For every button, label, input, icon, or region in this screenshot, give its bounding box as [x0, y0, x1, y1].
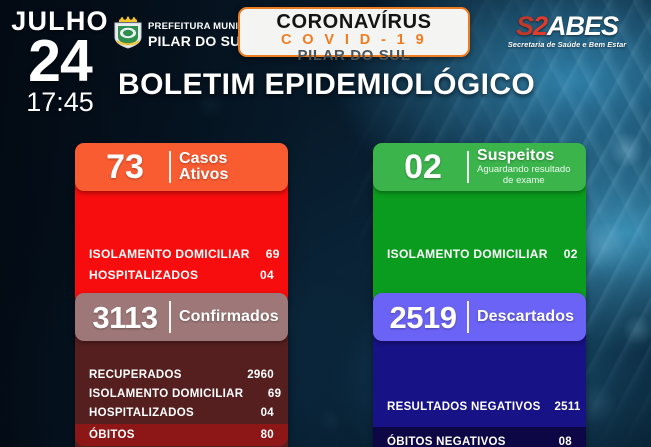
stat-value: 69: [265, 246, 280, 261]
s2abes-letters-abes: ABES: [547, 11, 619, 41]
date-time: 17:45: [26, 87, 94, 117]
s2abes-logo: S2ABES Secretaria de Saúde e Bem Estar: [492, 13, 642, 50]
suspeitos-stats: ISOLAMENTO DOMICILIAR 02: [373, 191, 586, 264]
card-header-confirmados: 3113 Confirmados: [75, 293, 288, 341]
coronavirus-title-plate: CORONAVÍRUS C O V I D - 1 9 PILAR DO SUL: [238, 7, 470, 63]
card-descartados: 2519 Descartados RESULTADOS NEGATIVOS 25…: [373, 293, 586, 447]
covid-19-subheading: C O V I D - 1 9: [280, 32, 428, 48]
descartados-label: Descartados: [477, 307, 575, 325]
card-body-casos-ativos: ISOLAMENTO DOMICILIAR 69 HOSPITALIZADOS …: [75, 182, 288, 305]
date-day: 24: [28, 28, 93, 94]
divider: [467, 151, 469, 183]
card-title-suspeitos: Suspeitos Aguardando resultado de exame: [477, 146, 571, 187]
prefeitura-line-2: PILAR DO SUL: [148, 33, 250, 50]
suspeitos-label: Suspeitos: [477, 146, 555, 164]
confirmados-stats: RECUPERADOS 2960 ISOLAMENTO DOMICILIAR 6…: [75, 341, 288, 446]
casos-ativos-label-line-1: Casos: [179, 149, 228, 167]
stat-value: 04: [260, 406, 274, 419]
stat-name: ISOLAMENTO DOMICILIAR: [387, 246, 548, 261]
card-body-suspeitos: ISOLAMENTO DOMICILIAR 02: [373, 182, 586, 305]
s2abes-digit-2: 2: [532, 11, 548, 41]
divider: [169, 151, 171, 183]
stat-name: ÓBITOS: [89, 429, 135, 441]
card-body-descartados: RESULTADOS NEGATIVOS 2511 ÓBITOS NEGATIV…: [373, 332, 586, 447]
table-row: HOSPITALIZADOS 04: [75, 403, 288, 422]
prefeitura-line-1: PREFEITURA MUNICIPAL: [148, 20, 268, 32]
table-row-obitos: ÓBITOS 80: [75, 424, 288, 446]
divider: [169, 301, 171, 333]
table-row: HOSPITALIZADOS 04: [75, 264, 288, 285]
table-row: RECUPERADOS 2960: [75, 365, 288, 384]
suspeitos-count: 02: [404, 148, 442, 186]
descartados-count: 2519: [389, 299, 457, 335]
s2abes-wordmark: S2ABES: [492, 13, 642, 40]
card-body-confirmados: RECUPERADOS 2960 ISOLAMENTO DOMICILIAR 6…: [75, 332, 288, 447]
coat-of-arms-shield-icon: [113, 16, 143, 49]
card-casos-ativos: 73 Casos Ativos ISOLAMENTO DOMICILIAR 69…: [75, 143, 288, 305]
stat-name: ISOLAMENTO DOMICILIAR: [89, 387, 244, 400]
suspeitos-sublabel: Aguardando resultado de exame: [477, 164, 571, 186]
card-header-suspeitos: 02 Suspeitos Aguardando resultado de exa…: [373, 143, 586, 191]
stat-name: RESULTADOS NEGATIVOS: [387, 401, 541, 413]
divider: [467, 301, 469, 333]
card-title-casos-ativos: Casos Ativos: [179, 149, 229, 184]
suspeitos-sublabel-line-2: de exame: [502, 174, 545, 186]
table-row: ISOLAMENTO DOMICILIAR 69: [75, 243, 288, 264]
date-month: JULHO: [11, 6, 109, 36]
card-title-descartados: Descartados: [477, 307, 575, 325]
stat-value: 04: [260, 267, 274, 282]
stat-value: 69: [267, 387, 282, 400]
stat-value: 2960: [247, 368, 274, 381]
header: JULHO 24 17:45 PREFEITURA MUNICIPAL PILA…: [0, 0, 651, 122]
stat-name: RECUPERADOS: [89, 368, 182, 381]
card-confirmados: 3113 Confirmados RECUPERADOS 2960 ISOLAM…: [75, 293, 288, 447]
table-row-obitos-negativos: ÓBITOS NEGATIVOS 08: [373, 427, 586, 447]
prefeitura-logo: PREFEITURA MUNICIPAL PILAR DO SUL: [113, 16, 267, 49]
casos-ativos-count: 73: [106, 148, 144, 186]
card-header-casos-ativos: 73 Casos Ativos: [75, 143, 288, 191]
card-title-confirmados: Confirmados: [179, 307, 279, 325]
table-row: ISOLAMENTO DOMICILIAR 02: [373, 243, 586, 264]
table-row: ISOLAMENTO DOMICILIAR 69: [75, 384, 288, 403]
stat-name: HOSPITALIZADOS: [89, 406, 194, 419]
stat-name: HOSPITALIZADOS: [89, 267, 199, 282]
casos-ativos-stats: ISOLAMENTO DOMICILIAR 69 HOSPITALIZADOS …: [75, 191, 288, 285]
city-name: PILAR DO SUL: [297, 47, 411, 65]
table-row: RESULTADOS NEGATIVOS 2511: [373, 396, 586, 418]
stat-value: 2511: [554, 401, 581, 413]
descartados-stats: RESULTADOS NEGATIVOS 2511 ÓBITOS NEGATIV…: [373, 341, 586, 447]
card-suspeitos: 02 Suspeitos Aguardando resultado de exa…: [373, 143, 586, 305]
s2abes-tagline: Secretaria de Saúde e Bem Estar: [507, 40, 627, 49]
stat-value: 80: [260, 429, 274, 441]
coronavirus-heading: CORONAVÍRUS: [276, 11, 432, 33]
stat-value: 02: [563, 246, 578, 261]
confirmados-label: Confirmados: [179, 307, 279, 325]
page-title: BOLETIM EPIDEMIOLÓGICO: [118, 68, 536, 101]
stat-value: 08: [558, 436, 572, 447]
stat-name: ÓBITOS NEGATIVOS: [387, 436, 506, 447]
confirmados-count: 3113: [92, 299, 158, 335]
stat-name: ISOLAMENTO DOMICILIAR: [89, 246, 250, 261]
prefeitura-text: PREFEITURA MUNICIPAL PILAR DO SUL: [148, 17, 268, 50]
date-block: JULHO 24 17:45: [8, 8, 112, 116]
card-header-descartados: 2519 Descartados: [373, 293, 586, 341]
s2abes-letter-s: S: [515, 11, 534, 41]
casos-ativos-label-line-2: Ativos: [179, 166, 229, 183]
suspeitos-sublabel-line-1: Aguardando resultado: [477, 164, 571, 176]
